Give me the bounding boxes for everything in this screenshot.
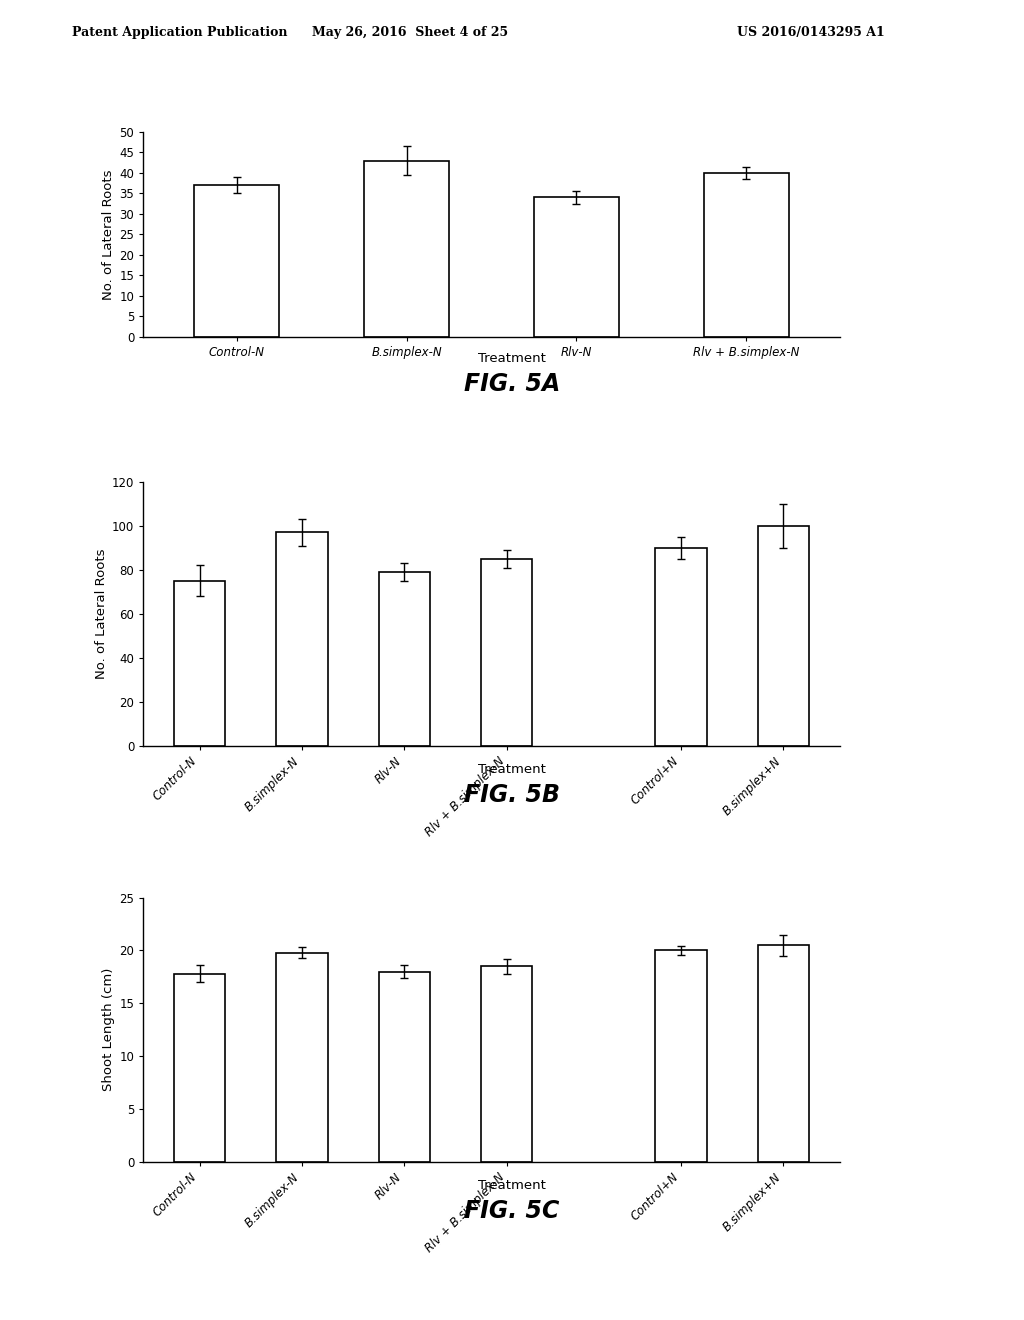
Text: Treatment: Treatment — [478, 352, 546, 366]
Bar — [534, 198, 618, 337]
Bar — [758, 945, 809, 1162]
Bar — [379, 972, 430, 1162]
Bar — [365, 161, 450, 337]
Text: Patent Application Publication: Patent Application Publication — [72, 26, 287, 40]
Y-axis label: No. of Lateral Roots: No. of Lateral Roots — [102, 169, 116, 300]
Y-axis label: Shoot Length (cm): Shoot Length (cm) — [102, 968, 116, 1092]
Text: US 2016/0143295 A1: US 2016/0143295 A1 — [737, 26, 885, 40]
Bar — [195, 185, 280, 337]
Bar — [174, 581, 225, 746]
Text: FIG. 5B: FIG. 5B — [464, 783, 560, 807]
Bar — [655, 950, 707, 1162]
Bar — [276, 532, 328, 746]
Text: FIG. 5C: FIG. 5C — [464, 1199, 560, 1222]
Text: May 26, 2016  Sheet 4 of 25: May 26, 2016 Sheet 4 of 25 — [311, 26, 508, 40]
Bar — [655, 548, 707, 746]
Bar — [174, 974, 225, 1162]
Bar — [379, 572, 430, 746]
Bar — [481, 558, 532, 746]
Text: Treatment: Treatment — [478, 1179, 546, 1192]
Bar — [758, 525, 809, 746]
Bar — [276, 953, 328, 1162]
Bar — [703, 173, 788, 337]
Text: FIG. 5A: FIG. 5A — [464, 372, 560, 396]
Y-axis label: No. of Lateral Roots: No. of Lateral Roots — [95, 549, 108, 678]
Text: Treatment: Treatment — [478, 763, 546, 776]
Bar — [481, 966, 532, 1162]
